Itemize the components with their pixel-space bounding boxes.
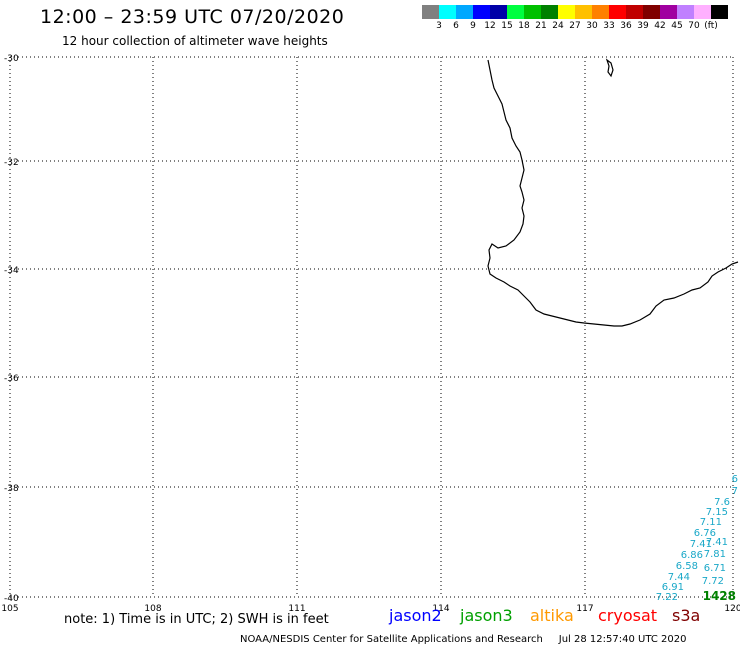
colorbar-swatch bbox=[677, 5, 694, 19]
legend-jason3: jason3 bbox=[460, 606, 513, 625]
colorbar-tick-label: 36 bbox=[620, 21, 632, 31]
colorbar-tick-label: 18 bbox=[518, 21, 530, 31]
colorbar-tick-label: 42 bbox=[654, 21, 666, 31]
colorbar-tick-label: 21 bbox=[535, 21, 547, 31]
longitude-tick-label: 117 bbox=[576, 604, 593, 614]
colorbar-tick-label: 12 bbox=[484, 21, 496, 31]
colorbar-swatch bbox=[507, 5, 524, 19]
colorbar-tick-label: 70 bbox=[688, 21, 700, 31]
chart-subtitle: 12 hour collection of altimeter wave hei… bbox=[62, 34, 328, 48]
wave-height-label: 7.11 bbox=[700, 517, 722, 528]
colorbar-swatch bbox=[541, 5, 558, 19]
longitude-tick-label: 105 bbox=[1, 604, 18, 614]
colorbar bbox=[422, 5, 728, 19]
colorbar-swatch bbox=[524, 5, 541, 19]
latitude-tick-label: -32 bbox=[4, 158, 19, 168]
colorbar-swatch bbox=[643, 5, 660, 19]
wave-time-label: 1428 bbox=[703, 589, 736, 603]
credit-text: NOAA/NESDIS Center for Satellite Applica… bbox=[240, 634, 543, 645]
wave-height-label: 7.6 bbox=[714, 497, 730, 508]
colorbar-tick-label: 6 bbox=[453, 21, 459, 31]
colorbar-tick-label: 39 bbox=[637, 21, 649, 31]
chart-title: 12:00 – 23:59 UTC 07/20/2020 bbox=[40, 6, 345, 28]
longitude-tick-label: 108 bbox=[144, 604, 161, 614]
wave-height-label: 6.58 bbox=[676, 561, 698, 572]
latitude-tick-label: -30 bbox=[4, 54, 19, 64]
footer-credit: NOAA/NESDIS Center for Satellite Applica… bbox=[240, 634, 686, 645]
colorbar-swatch bbox=[456, 5, 473, 19]
longitude-tick-label: 111 bbox=[288, 604, 305, 614]
colorbar-swatch bbox=[694, 5, 711, 19]
wave-height-label: 6.91 bbox=[662, 582, 684, 593]
wave-height-label: 7.22 bbox=[656, 592, 678, 603]
longitude-tick-label: 120 bbox=[724, 604, 740, 614]
colorbar-swatch bbox=[592, 5, 609, 19]
island-outline bbox=[605, 58, 614, 78]
latitude-tick-label: -38 bbox=[4, 484, 19, 494]
colorbar-tick-label: 3 bbox=[436, 21, 442, 31]
wave-height-label: 7.81 bbox=[704, 549, 726, 560]
wave-height-label: 7.15 bbox=[706, 507, 728, 518]
wave-height-label: 6.76 bbox=[694, 528, 716, 539]
wave-height-label: 7.41 bbox=[690, 539, 712, 550]
wave-height-label: 7 bbox=[732, 486, 738, 497]
colorbar-tick-label: 15 bbox=[501, 21, 513, 31]
colorbar-tick-label: (ft) bbox=[704, 21, 718, 31]
colorbar-tick-label: 30 bbox=[586, 21, 598, 31]
colorbar-swatch bbox=[626, 5, 643, 19]
legend-s3a: s3a bbox=[672, 606, 701, 625]
wave-height-label: 7.41 bbox=[706, 537, 728, 548]
latitude-tick-label: -34 bbox=[4, 266, 19, 276]
colorbar-swatch bbox=[439, 5, 456, 19]
wave-height-label: 7.72 bbox=[702, 576, 724, 587]
wave-height-label: 6 bbox=[732, 474, 738, 485]
colorbar-labels: 3 6 9 12 15 18 21 24 27 30 33 36 39 42 45 70 (ft) bbox=[422, 21, 740, 33]
colorbar-swatch bbox=[575, 5, 592, 19]
coastline-australia bbox=[487, 59, 739, 327]
colorbar-swatch bbox=[558, 5, 575, 19]
colorbar-swatch bbox=[660, 5, 677, 19]
colorbar-tick-label: 9 bbox=[470, 21, 476, 31]
colorbar-tick-label: 33 bbox=[603, 21, 615, 31]
wave-height-label: 6.71 bbox=[704, 563, 726, 574]
longitude-tick-label: 114 bbox=[432, 604, 449, 614]
colorbar-swatch bbox=[609, 5, 626, 19]
colorbar-swatch bbox=[711, 5, 728, 19]
colorbar-swatch bbox=[490, 5, 507, 19]
wave-height-label: 6.86 bbox=[681, 550, 703, 561]
colorbar-tick-label: 24 bbox=[552, 21, 564, 31]
legend-altika: altika bbox=[530, 606, 574, 625]
legend-cryosat: cryosat bbox=[598, 606, 658, 625]
timestamp-text: Jul 28 12:57:40 UTC 2020 bbox=[558, 634, 687, 645]
wave-height-values: 677.67.157.116.767.416.866.587.446.917.2… bbox=[656, 474, 738, 603]
legend-jason2: jason2 bbox=[389, 606, 442, 625]
footer-note: note: 1) Time is in UTC; 2) SWH is in fe… bbox=[64, 612, 329, 627]
latitude-tick-label: -40 bbox=[4, 594, 19, 604]
colorbar-tick-label: 27 bbox=[569, 21, 581, 31]
colorbar-swatch bbox=[422, 5, 439, 19]
colorbar-tick-label: 45 bbox=[671, 21, 683, 31]
colorbar-swatch bbox=[473, 5, 490, 19]
wave-height-label: 7.44 bbox=[668, 572, 690, 583]
latitude-tick-label: -36 bbox=[4, 374, 19, 384]
grid-lines bbox=[9, 56, 734, 598]
